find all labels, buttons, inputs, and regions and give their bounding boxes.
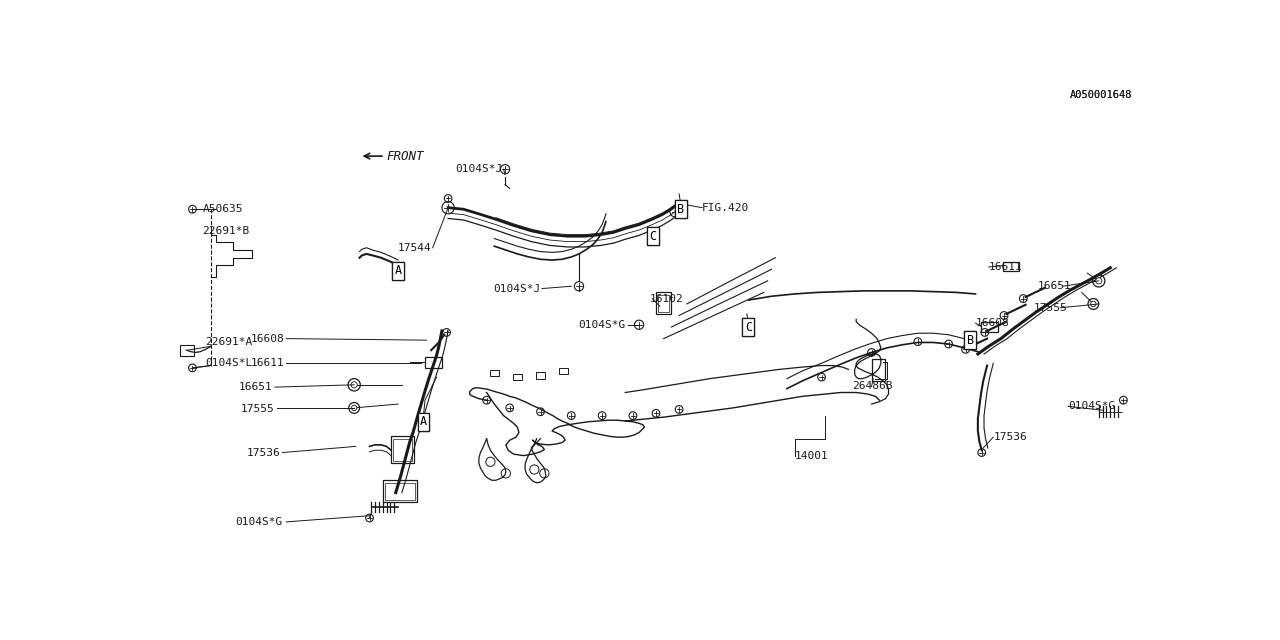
Text: C: C	[745, 321, 751, 333]
Text: 16611: 16611	[988, 262, 1023, 272]
Bar	[1002, 262, 1019, 271]
Circle shape	[1096, 278, 1102, 284]
Bar	[392, 436, 415, 463]
Text: 0104S*J: 0104S*J	[454, 164, 502, 174]
Text: 0104S*G: 0104S*G	[579, 320, 625, 330]
Text: 16102: 16102	[650, 294, 684, 303]
Text: 17536: 17536	[993, 432, 1027, 442]
Text: A: A	[420, 415, 428, 428]
Text: 16611: 16611	[251, 358, 284, 368]
Bar	[513, 374, 522, 380]
Bar	[385, 483, 415, 500]
Text: C: C	[649, 230, 657, 243]
Text: A: A	[394, 264, 402, 277]
Bar	[536, 372, 545, 379]
Bar	[180, 345, 195, 356]
Text: 16608: 16608	[975, 318, 1010, 328]
Text: A050001648: A050001648	[1069, 90, 1132, 99]
Text: 22691*B: 22691*B	[202, 226, 248, 236]
Bar	[980, 322, 998, 332]
Text: 22691*A: 22691*A	[205, 337, 252, 348]
Text: C: C	[745, 321, 751, 333]
Text: 17555: 17555	[1034, 303, 1068, 313]
Text: A: A	[394, 264, 402, 277]
Text: FRONT: FRONT	[387, 150, 424, 163]
Text: B: B	[677, 203, 685, 216]
Text: B: B	[966, 333, 974, 347]
Bar	[383, 480, 417, 502]
Bar	[393, 438, 412, 461]
Text: 17555: 17555	[241, 404, 275, 415]
Bar	[425, 357, 442, 368]
Bar	[559, 368, 568, 374]
Text: 26486B: 26486B	[852, 381, 893, 391]
Bar	[658, 294, 669, 312]
Text: 0104S*G: 0104S*G	[236, 517, 283, 527]
Text: 17536: 17536	[247, 447, 280, 458]
Text: 16651: 16651	[1038, 281, 1071, 291]
Circle shape	[351, 381, 357, 388]
Text: A050001648: A050001648	[1069, 90, 1132, 99]
Text: A50635: A50635	[204, 204, 243, 214]
Text: B: B	[677, 203, 685, 216]
Text: FIG.420: FIG.420	[703, 203, 750, 212]
Text: 16608: 16608	[251, 333, 284, 344]
Text: A: A	[420, 415, 428, 428]
Text: 14001: 14001	[795, 451, 828, 461]
Text: C: C	[649, 230, 657, 243]
Text: 0104S*J: 0104S*J	[493, 284, 540, 294]
Bar	[657, 292, 672, 314]
Text: 16651: 16651	[239, 382, 273, 392]
Bar	[872, 360, 886, 381]
Circle shape	[352, 405, 357, 411]
Circle shape	[1091, 301, 1096, 307]
Text: B: B	[966, 333, 974, 347]
Text: 0104S*L: 0104S*L	[205, 358, 252, 368]
Bar	[490, 370, 499, 376]
Text: 17544: 17544	[397, 243, 431, 253]
Text: 0104S*G: 0104S*G	[1068, 401, 1115, 412]
